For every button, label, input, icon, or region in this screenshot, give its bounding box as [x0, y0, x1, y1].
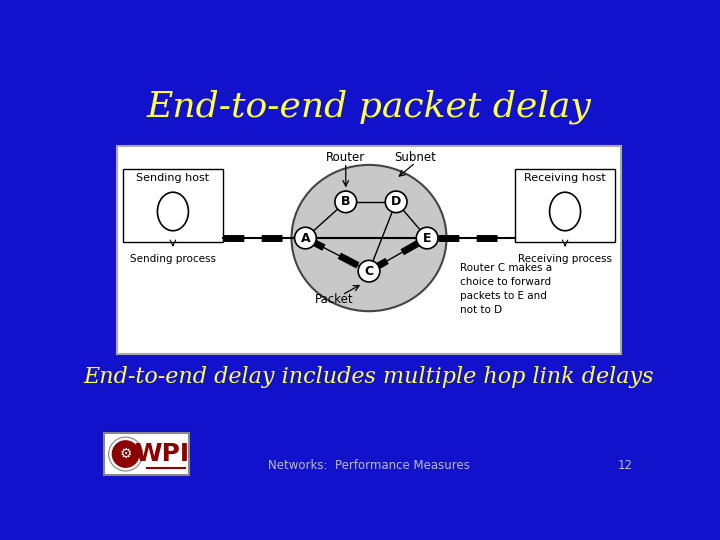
Text: A: A — [301, 232, 310, 245]
Circle shape — [358, 260, 380, 282]
Text: ⚙: ⚙ — [120, 447, 132, 461]
Text: Sending host: Sending host — [136, 173, 210, 183]
Text: 12: 12 — [617, 458, 632, 472]
Text: Receiving host: Receiving host — [524, 173, 606, 183]
Circle shape — [294, 227, 316, 249]
Text: Router C makes a
choice to forward
packets to E and
not to D: Router C makes a choice to forward packe… — [461, 264, 552, 315]
Text: B: B — [341, 195, 351, 208]
Ellipse shape — [292, 165, 446, 311]
Ellipse shape — [549, 192, 580, 231]
Text: E: E — [423, 232, 431, 245]
Circle shape — [335, 191, 356, 213]
Text: Subnet: Subnet — [395, 151, 436, 164]
Text: Sending process: Sending process — [130, 254, 216, 264]
Bar — [117, 146, 621, 354]
Text: Networks:  Performance Measures: Networks: Performance Measures — [268, 458, 470, 472]
Bar — [122, 168, 223, 242]
Text: WPI: WPI — [135, 442, 189, 466]
Bar — [104, 433, 189, 475]
Circle shape — [109, 437, 143, 471]
Text: Packet: Packet — [315, 293, 354, 306]
Text: D: D — [391, 195, 401, 208]
Circle shape — [385, 191, 407, 213]
Text: Router: Router — [326, 151, 365, 164]
Text: Receiving process: Receiving process — [518, 254, 612, 264]
Bar — [515, 168, 616, 242]
Circle shape — [112, 440, 140, 468]
Circle shape — [416, 227, 438, 249]
Text: C: C — [364, 265, 374, 278]
Text: End-to-end delay includes multiple hop link delays: End-to-end delay includes multiple hop l… — [84, 366, 654, 388]
Text: End-to-end packet delay: End-to-end packet delay — [147, 90, 591, 124]
Ellipse shape — [158, 192, 189, 231]
